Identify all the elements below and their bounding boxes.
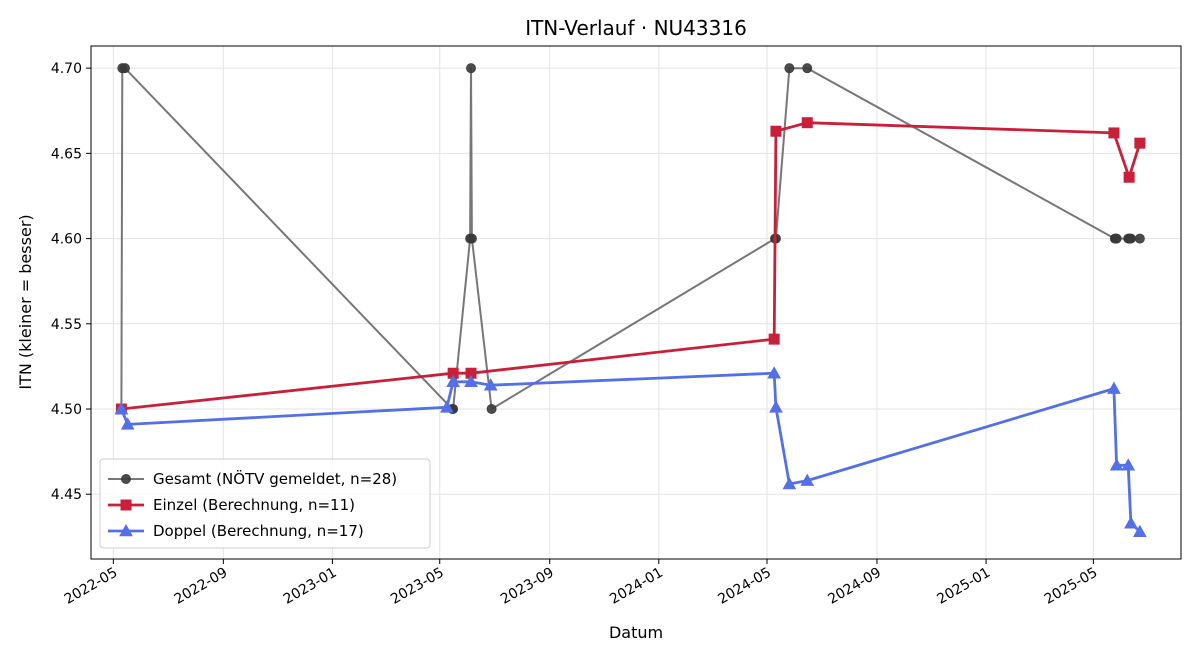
data-point [802,63,813,74]
series-3 [114,366,1147,538]
x-axis-label: Datum [609,623,663,642]
chart-title: ITN-Verlauf · NU43316 [525,16,747,40]
legend-entry: Doppel (Berechnung, n=17) [108,522,364,540]
legend-label: Doppel (Berechnung, n=17) [153,522,364,540]
y-tick-label: 4.50 [51,402,82,418]
legend-marker [120,499,132,511]
y-tick-label: 4.60 [51,232,82,248]
legend-entry: Einzel (Berechnung, n=11) [108,496,355,514]
legend: Gesamt (NÖTV gemeldet, n=28) Einzel (Bere… [99,458,431,549]
y-tick-label: 4.65 [51,146,82,162]
legend-marker [119,523,133,537]
data-point [1108,127,1120,139]
data-point [120,417,135,430]
data-point [1125,233,1136,244]
data-point [1107,381,1121,394]
data-point [486,404,497,415]
y-tick-label: 4.45 [51,487,82,503]
data-point [1111,233,1122,244]
data-point [768,333,780,345]
legend-label: Einzel (Berechnung, n=11) [153,496,355,514]
data-point [769,400,783,413]
plot-frame [90,45,1182,560]
data-point [801,117,813,129]
data-point [1124,516,1138,529]
data-point [767,366,781,379]
data-point [483,378,498,391]
legend-box [99,458,431,549]
data-point [800,473,815,486]
y-axis: 4.45 4.50 4.55 4.60 4.65 4.70 [51,61,91,503]
y-axis-label: ITN (kleiner = besser) [16,214,35,389]
data-point [440,400,454,413]
legend-marker [121,474,131,484]
y-tick-label: 4.55 [51,317,82,333]
data-point [782,476,797,490]
data-point [770,125,782,137]
data-point [446,374,460,388]
data-point [466,63,477,74]
data-point [1134,137,1146,149]
legend-label: Gesamt (NÖTV gemeldet, n=28) [153,469,397,488]
data-point [1109,458,1124,471]
data-point [114,401,129,415]
legend-entry: Gesamt (NÖTV gemeldet, n=28) [108,469,397,488]
data-point [1121,458,1136,471]
data-point [1133,524,1147,538]
data-point [1134,233,1145,244]
data-point [119,63,130,74]
data-point [464,374,478,388]
data-point [466,233,477,244]
y-tick-label: 4.70 [51,61,82,77]
data-point [1123,171,1135,183]
data-point [784,63,795,74]
series-layer [114,63,1147,538]
